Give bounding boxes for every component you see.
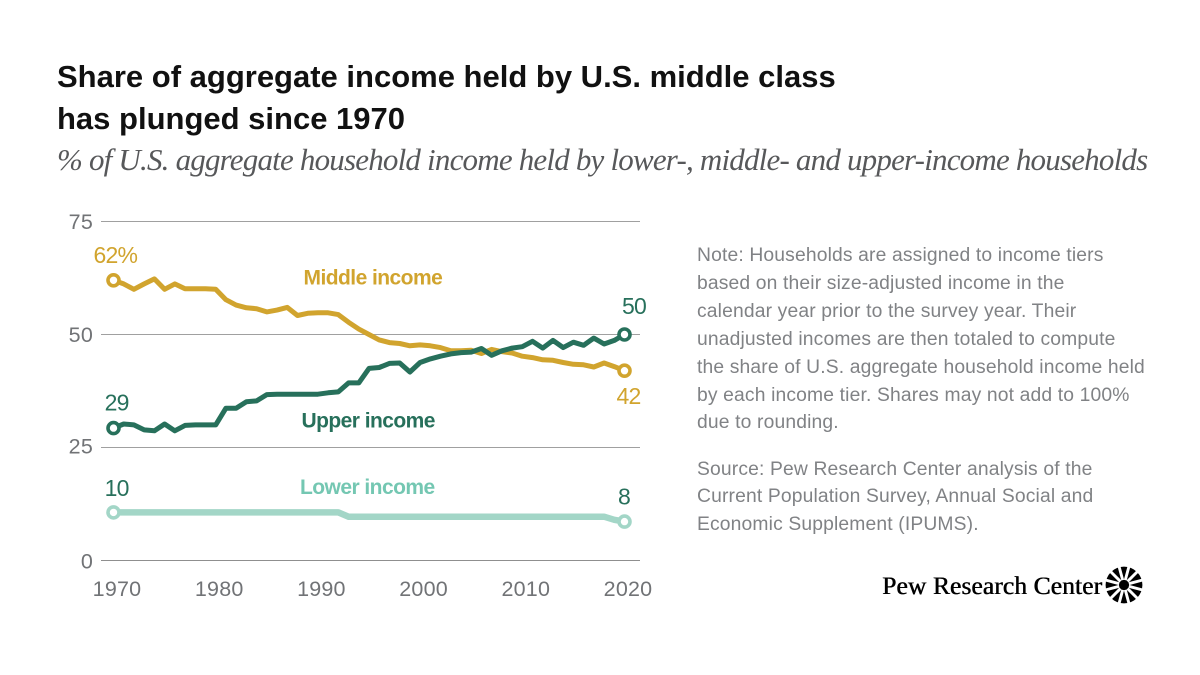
svg-text:1980: 1980 (195, 577, 244, 601)
svg-text:Lower income: Lower income (300, 476, 435, 499)
svg-text:1990: 1990 (297, 577, 346, 601)
svg-text:50: 50 (69, 323, 93, 347)
svg-text:42: 42 (617, 383, 641, 409)
svg-text:62%: 62% (93, 242, 137, 268)
svg-text:1970: 1970 (93, 577, 142, 601)
svg-text:2010: 2010 (501, 577, 550, 601)
svg-text:10: 10 (105, 475, 129, 501)
svg-text:2000: 2000 (399, 577, 448, 601)
svg-text:75: 75 (69, 210, 93, 234)
svg-text:50: 50 (622, 293, 646, 319)
svg-text:Upper income: Upper income (302, 410, 435, 433)
svg-text:25: 25 (69, 435, 93, 459)
svg-text:29: 29 (105, 390, 129, 416)
svg-text:2020: 2020 (604, 577, 653, 601)
svg-text:Middle income: Middle income (304, 267, 443, 290)
svg-text:8: 8 (618, 484, 630, 510)
svg-text:0: 0 (81, 550, 93, 574)
